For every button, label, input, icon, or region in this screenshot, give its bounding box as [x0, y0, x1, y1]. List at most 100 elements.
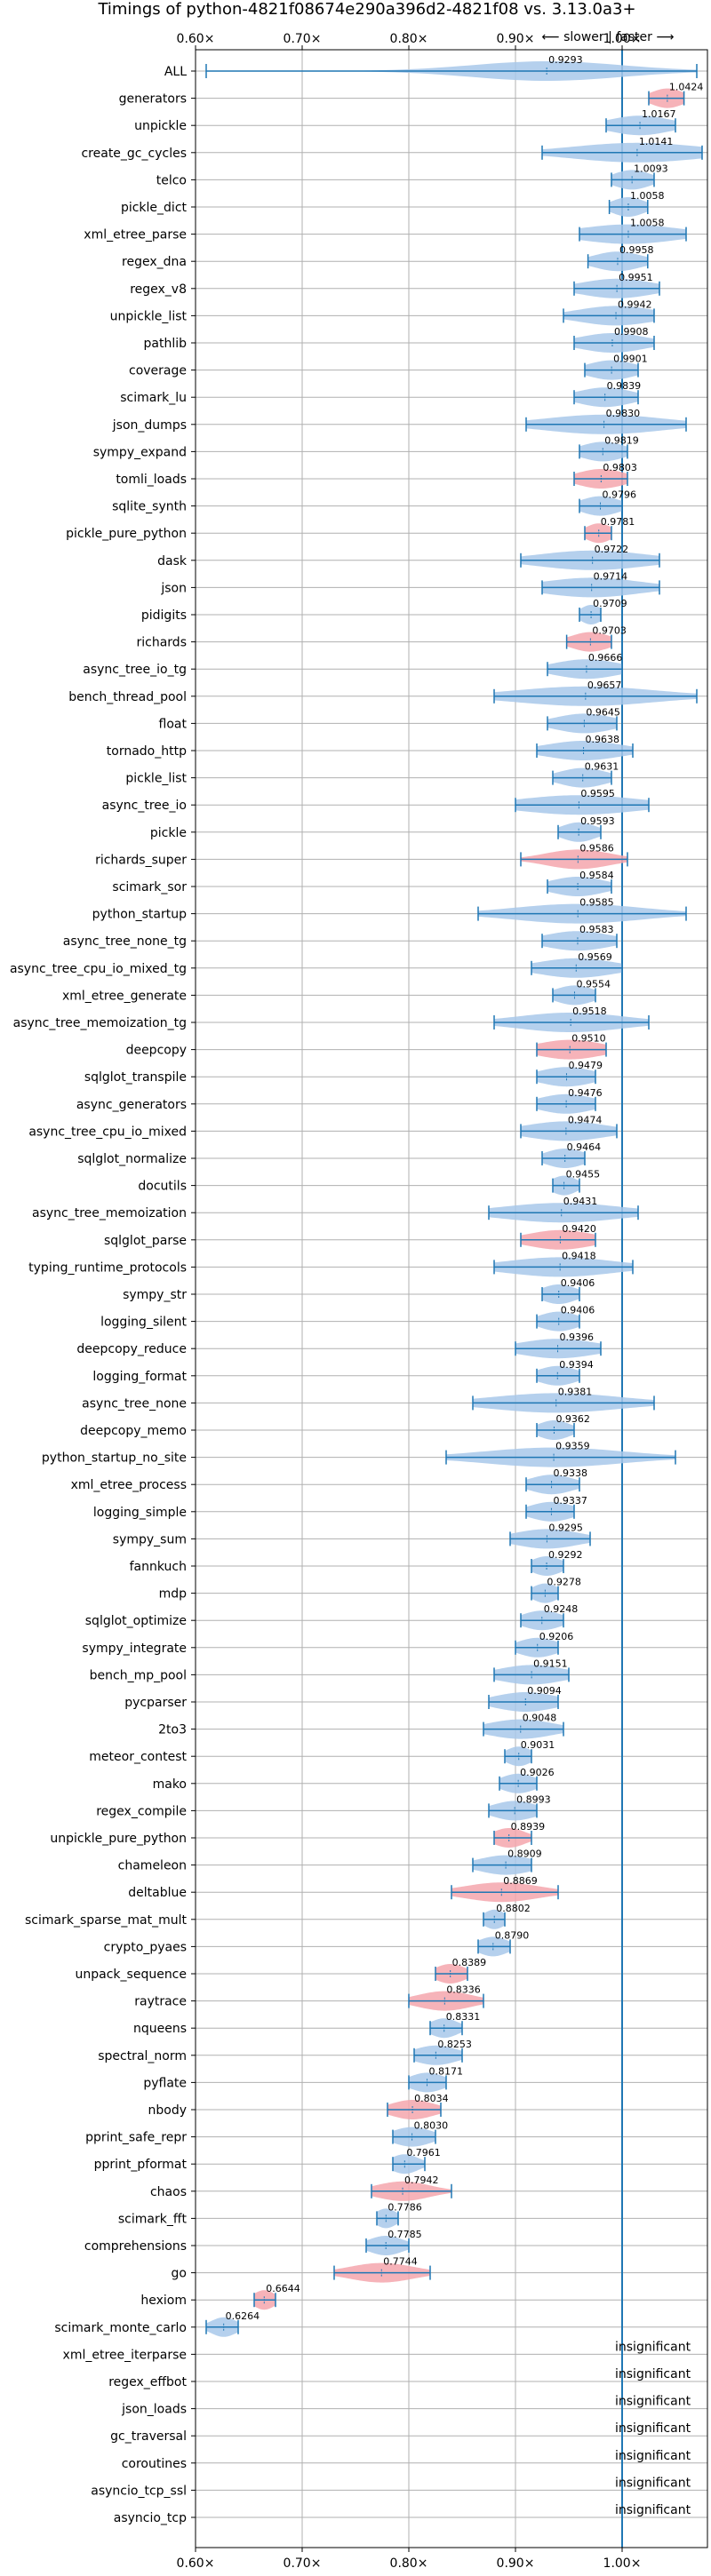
benchmark-label: unpickle_pure_python	[50, 1832, 187, 1846]
benchmark-label: mako	[153, 1777, 187, 1792]
benchmark-label: hexiom	[140, 2294, 187, 2308]
benchmark-label: spectral_norm	[98, 2049, 187, 2063]
benchmark-label: scimark_sparse_mat_mult	[25, 1913, 187, 1928]
value-label: 0.9455	[566, 1169, 601, 1181]
x-tick-label-top: 1.00×	[603, 32, 642, 46]
benchmark-label: crypto_pyaes	[104, 1940, 187, 1954]
value-label: 0.8030	[414, 2120, 449, 2132]
value-label: 0.8790	[495, 1929, 530, 1941]
benchmark-label: json_dumps	[112, 418, 187, 433]
value-label: 0.7942	[404, 2174, 439, 2186]
benchmark-label: chameleon	[118, 1859, 187, 1873]
benchmark-label: logging_silent	[100, 1316, 187, 1330]
value-label: 0.9714	[594, 570, 628, 582]
value-label: 0.9518	[572, 1006, 607, 1017]
labels-layer: 0.60× 0.60× 0.70× 0.70× 0.80× 0.80× 0.90× 0.90×…	[10, 32, 703, 2571]
benchmark-label: unpickle	[134, 119, 187, 133]
insignificant-label: insignificant	[615, 2367, 691, 2381]
x-tick-label-bottom: 0.90×	[497, 2556, 535, 2571]
insignificant-label: insignificant	[615, 2421, 691, 2436]
benchmark-label: sqlglot_normalize	[77, 1152, 187, 1166]
value-label: 0.9908	[614, 326, 649, 338]
benchmark-label: go	[172, 2267, 187, 2281]
benchmark-label: mdp	[159, 1587, 188, 1602]
value-label: 0.9901	[613, 354, 648, 365]
benchmark-label: tornado_http	[107, 744, 187, 759]
benchmark-label: telco	[156, 173, 187, 187]
value-label: 0.9722	[595, 544, 629, 555]
direction-label: ⟵ slower | faster ⟶	[542, 30, 675, 44]
benchmark-label: typing_runtime_protocols	[28, 1260, 187, 1275]
violins-layer	[205, 61, 703, 2337]
benchmark-label: sqlglot_optimize	[85, 1614, 187, 1628]
value-label: 0.6264	[226, 2310, 260, 2322]
value-label: 1.0424	[669, 82, 704, 93]
value-label: 0.9951	[619, 272, 653, 283]
benchmark-label: nqueens	[133, 2022, 187, 2036]
benchmark-label: deepcopy_reduce	[76, 1342, 187, 1356]
value-label: 0.9151	[533, 1658, 568, 1669]
x-tick-label-bottom: 0.80×	[390, 2556, 428, 2571]
benchmark-label: pidigits	[141, 608, 187, 623]
benchmark-label: async_tree_io	[102, 799, 187, 813]
benchmark-label: nbody	[148, 2103, 188, 2118]
benchmark-label: sqlglot_parse	[104, 1234, 187, 1248]
benchmark-label: unpickle_list	[110, 309, 188, 323]
benchmark-label: async_tree_io_tg	[83, 663, 187, 677]
value-label: 0.9709	[593, 598, 627, 609]
value-label: 0.9839	[607, 380, 642, 392]
benchmark-label: python_startup_no_site	[42, 1451, 187, 1466]
value-label: 0.9958	[619, 244, 654, 256]
value-label: 0.6644	[266, 2283, 300, 2294]
x-tick-label-bottom: 0.70×	[284, 2556, 322, 2571]
value-label: 0.9781	[601, 516, 635, 528]
benchmark-label: pickle_list	[125, 772, 187, 786]
plot-frame	[195, 49, 708, 2548]
value-label: 0.9338	[554, 1467, 588, 1479]
benchmark-label: chaos	[150, 2185, 187, 2199]
benchmark-label: async_tree_none_tg	[63, 934, 187, 949]
value-label: 0.9396	[560, 1332, 595, 1343]
benchmark-label: deepcopy_memo	[80, 1424, 187, 1438]
value-label: 0.9830	[606, 408, 641, 419]
benchmark-label: pyflate	[143, 2076, 187, 2090]
benchmark-label: async_tree_memoization	[32, 1206, 187, 1220]
benchmark-label: sqlglot_transpile	[84, 1070, 187, 1085]
value-label: 0.9583	[579, 924, 614, 935]
value-label: 0.8253	[437, 2039, 472, 2050]
benchmark-label: deltablue	[128, 1886, 187, 1900]
value-label: 0.9585	[579, 897, 614, 909]
benchmark-label: fannkuch	[130, 1560, 187, 1574]
benchmark-label: pprint_pformat	[94, 2158, 188, 2172]
benchmark-label: 2to3	[158, 1723, 187, 1737]
benchmark-label: meteor_contest	[89, 1750, 187, 1764]
benchmark-label: sympy_integrate	[82, 1642, 187, 1656]
benchmark-label: pathlib	[144, 337, 188, 351]
benchmark-label: regex_dna	[122, 255, 187, 269]
benchmark-label: raytrace	[134, 1995, 187, 2009]
value-label: 0.9631	[585, 761, 619, 773]
value-label: 0.9586	[579, 842, 614, 854]
benchmark-label: create_gc_cycles	[81, 147, 187, 161]
benchmark-label: coverage	[129, 364, 187, 378]
value-label: 1.0167	[642, 108, 676, 120]
insignificant-label: insignificant	[615, 2476, 691, 2490]
benchmark-label: regex_compile	[96, 1804, 187, 1818]
value-label: 0.9796	[603, 489, 637, 501]
value-label: 0.9554	[576, 978, 611, 990]
benchmark-label: pickle	[150, 826, 187, 840]
x-tick-label-top: 0.70×	[284, 32, 322, 46]
benchmark-label: coroutines	[122, 2457, 187, 2471]
value-label: 0.7961	[406, 2147, 441, 2159]
benchmark-label: asyncio_tcp	[114, 2511, 187, 2525]
benchmark-label: xml_etree_generate	[62, 989, 187, 1003]
value-label: 0.9803	[603, 462, 637, 473]
value-label: 0.9703	[592, 625, 627, 637]
benchmark-label: deepcopy	[126, 1044, 187, 1058]
value-label: 0.9048	[523, 1713, 557, 1724]
benchmark-label: async_generators	[76, 1098, 187, 1112]
value-label: 0.9418	[562, 1250, 596, 1261]
value-label: 0.8034	[414, 2093, 449, 2104]
value-label: 0.9420	[562, 1223, 596, 1235]
